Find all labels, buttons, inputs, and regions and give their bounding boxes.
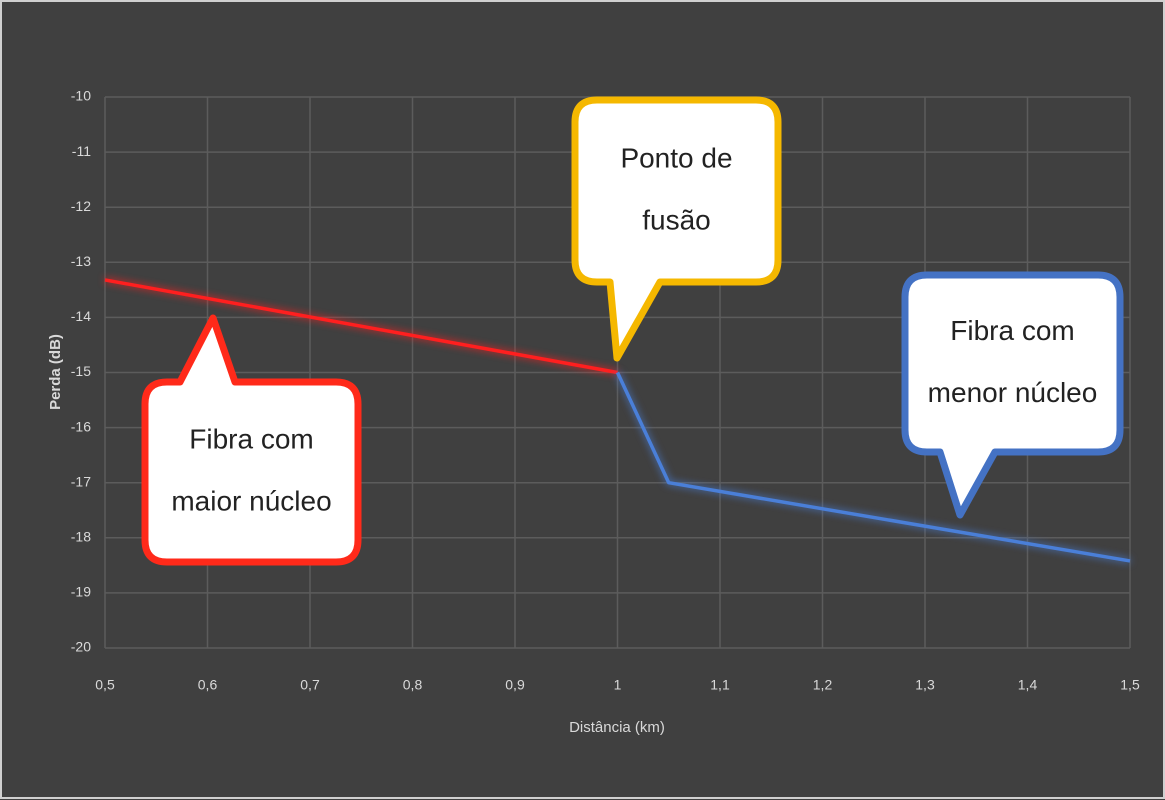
y-tick-label: -17 bbox=[71, 473, 91, 489]
callout bbox=[571, 96, 782, 362]
callout bbox=[901, 271, 1124, 519]
y-axis-title: Perda (dB) bbox=[47, 334, 64, 410]
callout-text: maior núcleo bbox=[171, 485, 331, 516]
x-tick-label: 0,8 bbox=[403, 677, 423, 693]
callout-text: Fibra com bbox=[950, 315, 1074, 346]
callout bbox=[141, 314, 362, 566]
x-tick-label: 0,9 bbox=[505, 677, 525, 693]
callout-text: Ponto de bbox=[620, 142, 732, 173]
x-tick-label: 0,7 bbox=[300, 677, 320, 693]
x-tick-label: 1 bbox=[614, 677, 622, 693]
callout-text: menor núcleo bbox=[928, 377, 1098, 408]
y-tick-label: -14 bbox=[71, 308, 91, 324]
x-tick-label: 0,5 bbox=[95, 677, 115, 693]
data-line bbox=[104, 278, 618, 375]
y-tick-label: -18 bbox=[71, 529, 91, 545]
x-tick-label: 1,5 bbox=[1120, 677, 1140, 693]
x-tick-label: 1,2 bbox=[813, 677, 833, 693]
y-tick-label: -11 bbox=[72, 143, 91, 159]
data-line bbox=[615, 371, 1131, 563]
callout-text: fusão bbox=[642, 204, 711, 235]
y-tick-label: -13 bbox=[71, 253, 91, 269]
x-tick-label: 0,6 bbox=[198, 677, 218, 693]
y-tick-label: -10 bbox=[71, 88, 91, 104]
callout-text: Fibra com bbox=[189, 423, 313, 454]
y-tick-label: -15 bbox=[71, 363, 91, 379]
x-tick-label: 1,4 bbox=[1018, 677, 1038, 693]
x-tick-label: 1,3 bbox=[915, 677, 935, 693]
x-axis-title: Distância (km) bbox=[569, 719, 665, 736]
y-tick-label: -20 bbox=[71, 639, 91, 655]
y-tick-label: -16 bbox=[71, 418, 91, 434]
x-tick-label: 1,1 bbox=[710, 677, 730, 693]
y-tick-label: -12 bbox=[71, 198, 91, 214]
y-tick-label: -19 bbox=[71, 584, 91, 600]
